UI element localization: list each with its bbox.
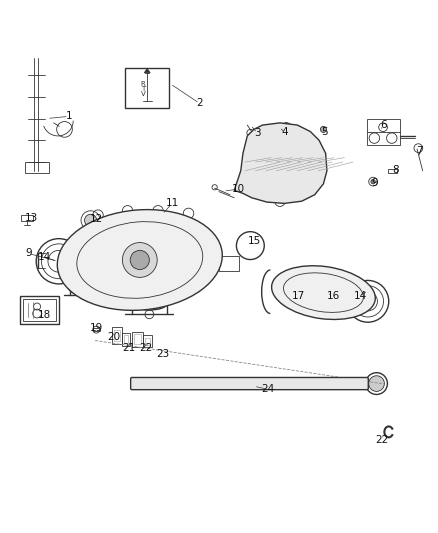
Circle shape [371, 180, 375, 184]
Ellipse shape [57, 209, 222, 310]
Text: 9: 9 [371, 177, 378, 188]
Text: 22: 22 [375, 435, 389, 445]
Text: 6: 6 [380, 120, 387, 130]
Bar [125, 68, 169, 108]
Circle shape [85, 214, 97, 227]
Bar [114, 330, 120, 341]
Polygon shape [144, 68, 150, 73]
Text: 12: 12 [90, 214, 103, 224]
Text: 21: 21 [122, 343, 135, 353]
Text: 3: 3 [254, 128, 261, 138]
Text: 11: 11 [166, 198, 179, 208]
Text: 1: 1 [66, 111, 72, 122]
Ellipse shape [272, 266, 375, 319]
Bar [367, 118, 399, 144]
Text: 14: 14 [354, 291, 367, 301]
Bar [25, 162, 49, 173]
Bar [23, 299, 56, 321]
Text: 5: 5 [321, 126, 328, 136]
Text: 2: 2 [196, 98, 203, 108]
Text: 9: 9 [25, 248, 32, 259]
Bar [93, 328, 100, 331]
Bar [143, 335, 152, 348]
Text: 24: 24 [261, 384, 274, 394]
Bar [21, 215, 33, 221]
Text: R: R [141, 80, 145, 87]
Bar [388, 168, 396, 173]
Text: 22: 22 [140, 343, 153, 353]
Bar [20, 296, 59, 324]
Circle shape [130, 251, 149, 270]
Text: 20: 20 [107, 332, 120, 342]
Bar [145, 338, 150, 345]
Bar [124, 335, 128, 343]
Text: 10: 10 [232, 184, 245, 194]
Text: 13: 13 [25, 213, 38, 223]
Bar [219, 256, 239, 271]
Text: 14: 14 [37, 252, 51, 262]
Text: 17: 17 [292, 291, 305, 301]
Text: T: T [141, 86, 145, 92]
Circle shape [321, 126, 326, 133]
Circle shape [122, 243, 157, 277]
Bar [134, 334, 141, 344]
Bar [122, 333, 130, 346]
Text: V: V [141, 91, 145, 97]
Text: 23: 23 [157, 350, 170, 359]
Circle shape [369, 376, 385, 391]
Text: 8: 8 [392, 165, 399, 175]
Text: 19: 19 [90, 324, 103, 333]
FancyBboxPatch shape [131, 377, 368, 390]
Bar [113, 327, 122, 344]
Polygon shape [234, 123, 327, 204]
Text: 18: 18 [37, 310, 51, 320]
Text: 4: 4 [282, 127, 289, 138]
Text: 7: 7 [416, 146, 423, 156]
Text: 16: 16 [326, 291, 339, 301]
Text: 15: 15 [248, 236, 261, 246]
Bar [132, 332, 143, 346]
